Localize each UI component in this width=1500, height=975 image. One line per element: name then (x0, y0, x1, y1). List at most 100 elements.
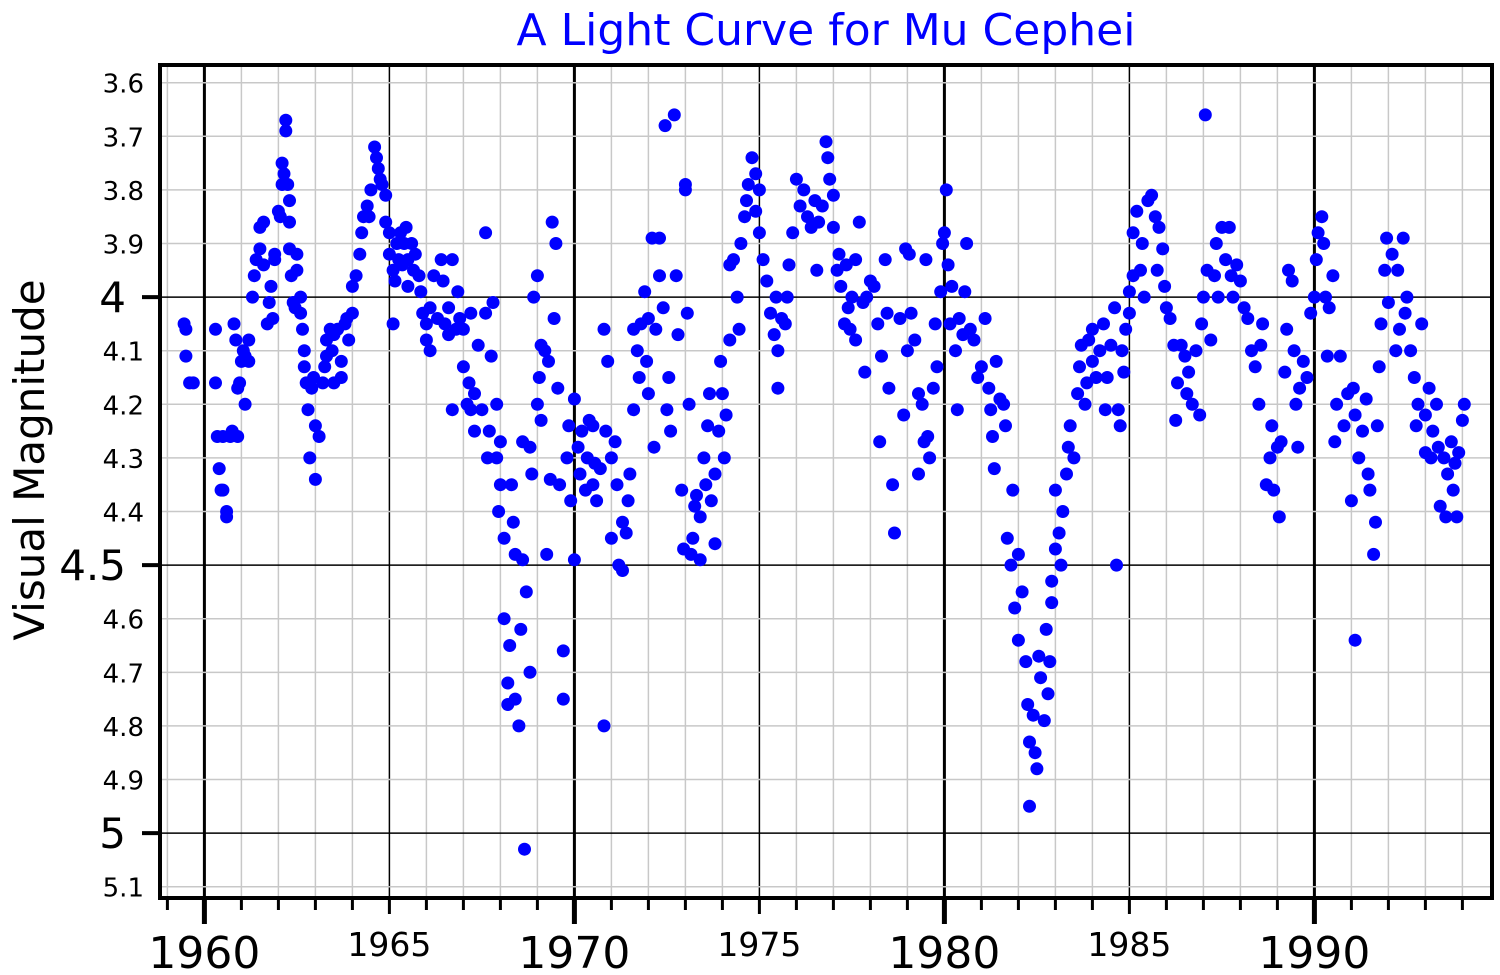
data-point (283, 194, 296, 208)
data-point (778, 317, 792, 331)
data-point (667, 108, 681, 122)
data-point (662, 371, 676, 384)
data-point (819, 135, 833, 149)
data-point (388, 274, 402, 288)
data-point (209, 322, 222, 336)
y-tick-label: 4.5 (59, 541, 126, 590)
data-point (586, 478, 600, 492)
data-point (752, 226, 766, 240)
data-point (1209, 237, 1223, 250)
data-point (723, 333, 737, 347)
data-point (632, 371, 646, 384)
data-point (553, 478, 567, 492)
data-point (297, 360, 311, 374)
data-point (647, 440, 661, 454)
data-point (456, 360, 470, 374)
data-point (843, 322, 857, 336)
data-point (616, 515, 629, 529)
data-point (1171, 376, 1184, 390)
data-point (540, 547, 554, 561)
data-point (1369, 515, 1382, 529)
data-point (464, 306, 478, 320)
data-point (438, 317, 452, 331)
data-point (749, 204, 763, 218)
data-point (1356, 424, 1369, 438)
data-point (860, 290, 874, 304)
data-point (1346, 381, 1360, 395)
data-point (562, 419, 576, 433)
data-point (1189, 344, 1203, 358)
data-point (492, 505, 506, 518)
data-point (1089, 371, 1103, 384)
data-point (801, 210, 814, 224)
data-point (1272, 510, 1286, 524)
data-point (1452, 446, 1466, 460)
data-point (538, 344, 552, 358)
data-point (1195, 317, 1209, 331)
data-point (982, 381, 996, 395)
data-point (928, 317, 942, 331)
data-point (1415, 317, 1429, 331)
data-point (882, 381, 896, 395)
y-tick-label: 3.7 (103, 123, 144, 153)
data-point (227, 317, 241, 331)
data-point (1437, 451, 1451, 465)
data-point (283, 215, 296, 229)
data-point (436, 274, 450, 288)
data-point (419, 317, 433, 331)
data-point (405, 237, 419, 250)
data-point (623, 467, 637, 481)
data-point (1193, 408, 1207, 422)
data-point (1115, 344, 1129, 358)
data-point (937, 226, 951, 240)
data-point (797, 183, 811, 197)
data-point (841, 301, 855, 315)
data-point (534, 413, 548, 427)
data-point (1063, 419, 1077, 433)
data-point (671, 328, 685, 342)
data-point (599, 424, 613, 438)
data-point (1444, 435, 1458, 449)
data-point (334, 354, 348, 368)
data-point (756, 253, 770, 267)
data-point (399, 220, 413, 234)
data-point (318, 360, 332, 374)
x-tick-label: 1975 (717, 925, 801, 964)
x-tick-label: 1960 (148, 928, 260, 975)
data-point (386, 317, 400, 331)
data-point (680, 306, 694, 320)
data-point (1110, 558, 1123, 572)
axis-ticks: 1960 1965 1970 1975 1980 1985 1990 3.6 3.7 3.8 3.9… (59, 70, 1464, 975)
data-point (456, 322, 470, 336)
data-point (1319, 290, 1332, 304)
data-point (697, 451, 711, 465)
data-point (934, 285, 948, 299)
data-point (471, 338, 485, 352)
data-point (514, 622, 528, 636)
data-point (305, 381, 319, 395)
data-point (1122, 306, 1136, 320)
data-point (481, 451, 494, 465)
data-point (1378, 263, 1392, 277)
y-tick-label: 4.4 (103, 499, 144, 529)
data-point (688, 499, 702, 513)
data-point (1113, 419, 1127, 433)
data-point (984, 403, 998, 417)
data-point (434, 253, 448, 267)
data-point (301, 403, 315, 417)
data-point (1307, 290, 1321, 304)
data-point (279, 113, 293, 127)
data-point (505, 478, 518, 492)
data-point (1385, 247, 1399, 261)
grid (160, 65, 1492, 898)
data-point (1352, 451, 1366, 465)
data-point (1041, 687, 1055, 701)
data-point (560, 451, 574, 465)
data-point (1448, 456, 1462, 470)
data-point (1030, 762, 1044, 776)
data-point (1446, 483, 1460, 497)
data-point (518, 842, 531, 856)
data-point (1337, 419, 1351, 433)
data-point (1426, 424, 1440, 438)
data-point (719, 408, 733, 422)
